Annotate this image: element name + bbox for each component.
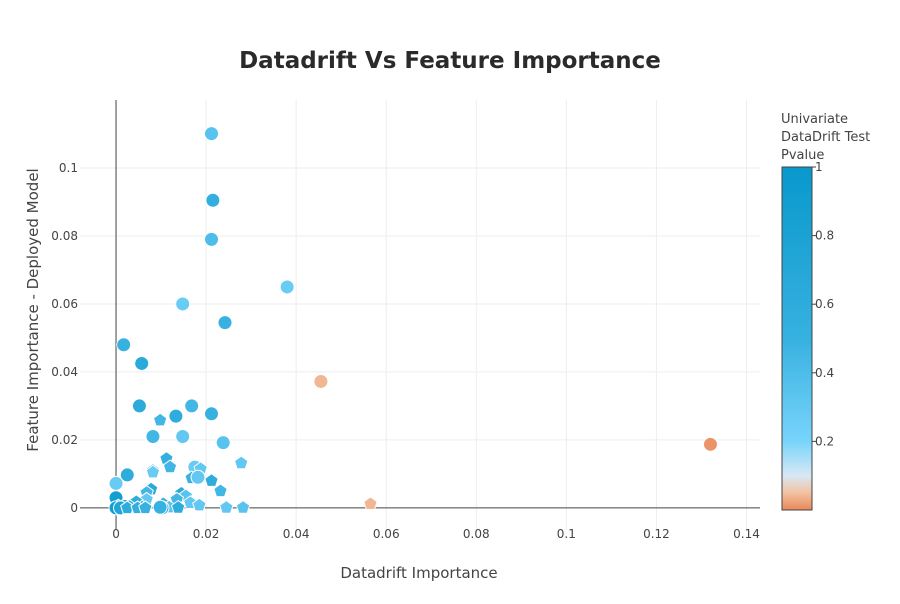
scatter-point[interactable]: [190, 469, 206, 485]
scatter-point-pentagon[interactable]: [233, 455, 249, 470]
y-tick-label: 0.04: [51, 365, 78, 379]
colorbar-tick-label: 0.8: [815, 229, 834, 243]
y-tick-label: 0.06: [51, 297, 78, 311]
scatter-point[interactable]: [116, 337, 132, 353]
chart-title: Datadrift Vs Feature Importance: [239, 48, 661, 74]
scatter-point[interactable]: [203, 406, 219, 422]
x-tick-label: 0.1: [557, 527, 576, 541]
colorbar-tick-label: 0.2: [815, 434, 834, 448]
scatter-point-pentagon[interactable]: [170, 499, 186, 514]
colorbar-tick-label: 0.4: [815, 366, 834, 380]
scatter-point-pentagon[interactable]: [235, 499, 251, 514]
scatter-point[interactable]: [119, 467, 135, 483]
tick-labels: 0 0.02 0.04 0.06 0.08 0.1 0.12 0.14 0 0.02 0.04 0.0…: [51, 161, 760, 541]
axes: [80, 100, 760, 530]
scatter-point[interactable]: [145, 429, 161, 445]
scatter-point-pentagon[interactable]: [204, 473, 219, 487]
y-tick-label: 0.02: [51, 433, 78, 447]
x-axis-label: Datadrift Importance: [340, 564, 497, 582]
scatter-point[interactable]: [184, 398, 200, 414]
scatter-point[interactable]: [168, 408, 184, 424]
scatter-point[interactable]: [203, 231, 219, 247]
x-tick-label: 0.12: [643, 527, 670, 541]
colorbar-tick-label: 1: [815, 160, 823, 174]
scatter-point[interactable]: [217, 315, 233, 331]
scatter-point-pentagon[interactable]: [363, 496, 378, 510]
scatter-point[interactable]: [205, 192, 221, 208]
colorbar: Univariate DataDrift Test Pvalue 1 0.8 0.6…: [781, 112, 870, 511]
scatter-point[interactable]: [108, 475, 124, 491]
scatter-point-pentagon[interactable]: [162, 459, 178, 474]
scatter-point[interactable]: [702, 436, 718, 452]
grid-lines: [80, 100, 760, 530]
x-tick-label: 0: [112, 527, 120, 541]
scatter-point[interactable]: [134, 355, 150, 371]
colorbar-title-line-3: Pvalue: [781, 148, 824, 163]
scatter-point[interactable]: [175, 296, 191, 312]
scatter-point[interactable]: [203, 126, 219, 142]
x-tick-label: 0.04: [283, 527, 310, 541]
x-tick-label: 0.08: [463, 527, 490, 541]
x-tick-label: 0.14: [733, 527, 760, 541]
scatter-point-pentagon[interactable]: [219, 499, 234, 514]
colorbar-gradient-bar: [781, 166, 813, 511]
x-tick-label: 0.06: [373, 527, 400, 541]
scatter-point[interactable]: [175, 429, 191, 445]
scatter-point-pentagon[interactable]: [145, 464, 161, 479]
scatter-point[interactable]: [152, 499, 168, 515]
colorbar-tick-label: 0.6: [815, 297, 834, 311]
scatter-point-pentagon[interactable]: [192, 497, 207, 512]
colorbar-title-line-1: Univariate: [781, 112, 848, 127]
data-points: [108, 126, 718, 516]
scatter-point[interactable]: [215, 435, 231, 451]
scatter-point-pentagon[interactable]: [138, 500, 153, 515]
y-tick-label: 0.1: [59, 161, 78, 175]
y-tick-label: 0: [70, 501, 78, 515]
scatter-point[interactable]: [131, 398, 147, 414]
scatter-point-pentagon[interactable]: [213, 483, 228, 498]
y-tick-label: 0.08: [51, 229, 78, 243]
scatter-point[interactable]: [313, 373, 329, 389]
x-tick-label: 0.02: [193, 527, 220, 541]
scatter-point-pentagon[interactable]: [152, 412, 168, 427]
colorbar-title-line-2: DataDrift Test: [781, 130, 870, 145]
y-axis-label: Feature Importance - Deployed Model: [24, 168, 42, 451]
scatter-point[interactable]: [279, 279, 295, 295]
